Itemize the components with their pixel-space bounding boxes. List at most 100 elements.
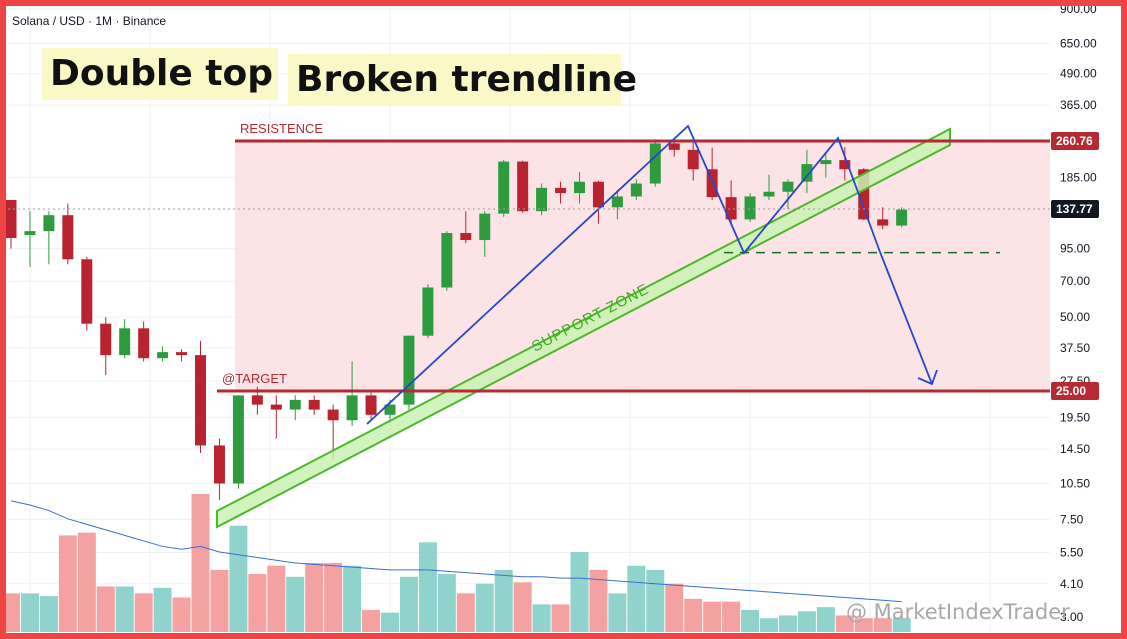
volume-bar bbox=[286, 576, 305, 632]
candle-body bbox=[479, 213, 491, 241]
volume-bar bbox=[646, 569, 665, 632]
last-price-label: 137.77 bbox=[1056, 202, 1093, 216]
candle-body bbox=[706, 169, 718, 198]
projection-arrow-line bbox=[879, 251, 933, 385]
projection-arrow-head bbox=[917, 369, 938, 386]
volume-bar bbox=[627, 565, 646, 632]
candle-body bbox=[441, 233, 453, 288]
volume-bar bbox=[381, 612, 399, 632]
candle-body bbox=[877, 219, 889, 226]
candles bbox=[5, 139, 908, 500]
price-axis: 900.00 650.00 490.00 365.00 185.00 95.00 70.00… bbox=[1060, 2, 1097, 624]
candle-body bbox=[308, 399, 320, 410]
candle-body bbox=[384, 404, 396, 415]
volume-bar bbox=[153, 587, 172, 632]
resistance-price-label: 260.76 bbox=[1056, 134, 1093, 148]
volume-bar bbox=[703, 601, 722, 632]
volume-bar bbox=[305, 563, 324, 632]
candle-body bbox=[649, 143, 661, 184]
target-label: @TARGET bbox=[222, 371, 287, 386]
axis-tick-label: 10.50 bbox=[1060, 476, 1090, 490]
candle-body bbox=[232, 395, 244, 484]
axis-tick-label: 365.00 bbox=[1060, 98, 1097, 112]
volume-bar bbox=[134, 593, 153, 632]
axis-tick-label: 5.50 bbox=[1060, 545, 1084, 559]
volume-bar bbox=[77, 532, 96, 632]
volume-bar bbox=[324, 563, 343, 632]
candle-body bbox=[668, 143, 680, 150]
axis-tick-label: 3.00 bbox=[1060, 610, 1084, 624]
chart-symbol-title: Solana / USD · 1M · Binance bbox=[12, 14, 167, 28]
candle-body bbox=[763, 191, 775, 197]
candle-body bbox=[119, 328, 131, 356]
target-price-label: 25.00 bbox=[1056, 384, 1086, 398]
volume-bar bbox=[551, 604, 570, 632]
candle-body bbox=[365, 395, 377, 415]
resistance-label: RESISTENCE bbox=[240, 121, 323, 136]
candle-body bbox=[100, 323, 112, 356]
volume-bar bbox=[362, 609, 381, 632]
volume-moving-average bbox=[10, 500, 902, 603]
candle-body bbox=[422, 287, 434, 336]
axis-tick-label: 37.50 bbox=[1060, 341, 1090, 355]
candle-body bbox=[896, 209, 908, 226]
volume-bar bbox=[20, 593, 39, 632]
resistance-price-badge bbox=[1051, 132, 1099, 150]
volume-bar bbox=[532, 604, 551, 632]
volume-bar bbox=[722, 601, 741, 632]
volume-bar bbox=[456, 593, 475, 632]
candle-body bbox=[801, 164, 813, 182]
volume-bar bbox=[2, 593, 20, 632]
volume-bar bbox=[494, 569, 513, 632]
axis-tick-label: 95.00 bbox=[1060, 242, 1090, 256]
volume-bar bbox=[570, 551, 589, 632]
watermark: @ MarketIndexTrader bbox=[846, 600, 1070, 624]
volume-bar bbox=[172, 597, 191, 632]
candle-body bbox=[630, 183, 642, 197]
volume-bar bbox=[892, 618, 911, 632]
axis-tick-label: 19.50 bbox=[1060, 410, 1090, 424]
volume-bar bbox=[248, 574, 267, 632]
broken-trendline-annotation: Broken trendline bbox=[288, 54, 637, 106]
volume-bar bbox=[835, 615, 854, 632]
candle-body bbox=[744, 196, 756, 220]
candle-body bbox=[213, 445, 225, 484]
candle-body bbox=[289, 399, 301, 410]
candle-body bbox=[251, 395, 263, 405]
volume-bar bbox=[115, 586, 134, 632]
axis-tick-label: 7.50 bbox=[1060, 512, 1084, 526]
candle-body bbox=[460, 233, 472, 241]
candle-body bbox=[403, 335, 415, 405]
volume-bar bbox=[665, 583, 684, 632]
candle-body bbox=[327, 409, 339, 421]
candle-body bbox=[43, 215, 55, 232]
volume-bar bbox=[39, 596, 58, 632]
candle-body bbox=[536, 187, 548, 212]
volume-bar bbox=[816, 607, 835, 632]
volume-bar bbox=[854, 618, 873, 632]
volume-bar bbox=[418, 542, 437, 632]
candle-body bbox=[270, 404, 282, 410]
volume-bar bbox=[96, 586, 115, 632]
axis-tick-label: 70.00 bbox=[1060, 274, 1090, 288]
volume-bar bbox=[684, 598, 703, 632]
volume-bar bbox=[267, 565, 286, 632]
volume-bar bbox=[191, 494, 210, 632]
candle-body bbox=[858, 169, 870, 220]
candle-body bbox=[782, 181, 794, 192]
candle-body bbox=[592, 181, 604, 208]
candle-body bbox=[62, 215, 74, 260]
candle-body bbox=[555, 187, 567, 194]
volume-bar bbox=[778, 615, 797, 632]
volume-bars bbox=[2, 494, 911, 632]
volume-bar bbox=[343, 565, 362, 632]
double-top-pattern-line bbox=[366, 124, 881, 425]
volume-bar bbox=[229, 525, 248, 632]
candle-body bbox=[498, 161, 510, 214]
candle-body bbox=[5, 199, 17, 238]
volume-bar bbox=[475, 583, 494, 632]
candle-body bbox=[81, 259, 93, 324]
volume-bar bbox=[760, 618, 778, 632]
volume-bar bbox=[437, 574, 456, 632]
